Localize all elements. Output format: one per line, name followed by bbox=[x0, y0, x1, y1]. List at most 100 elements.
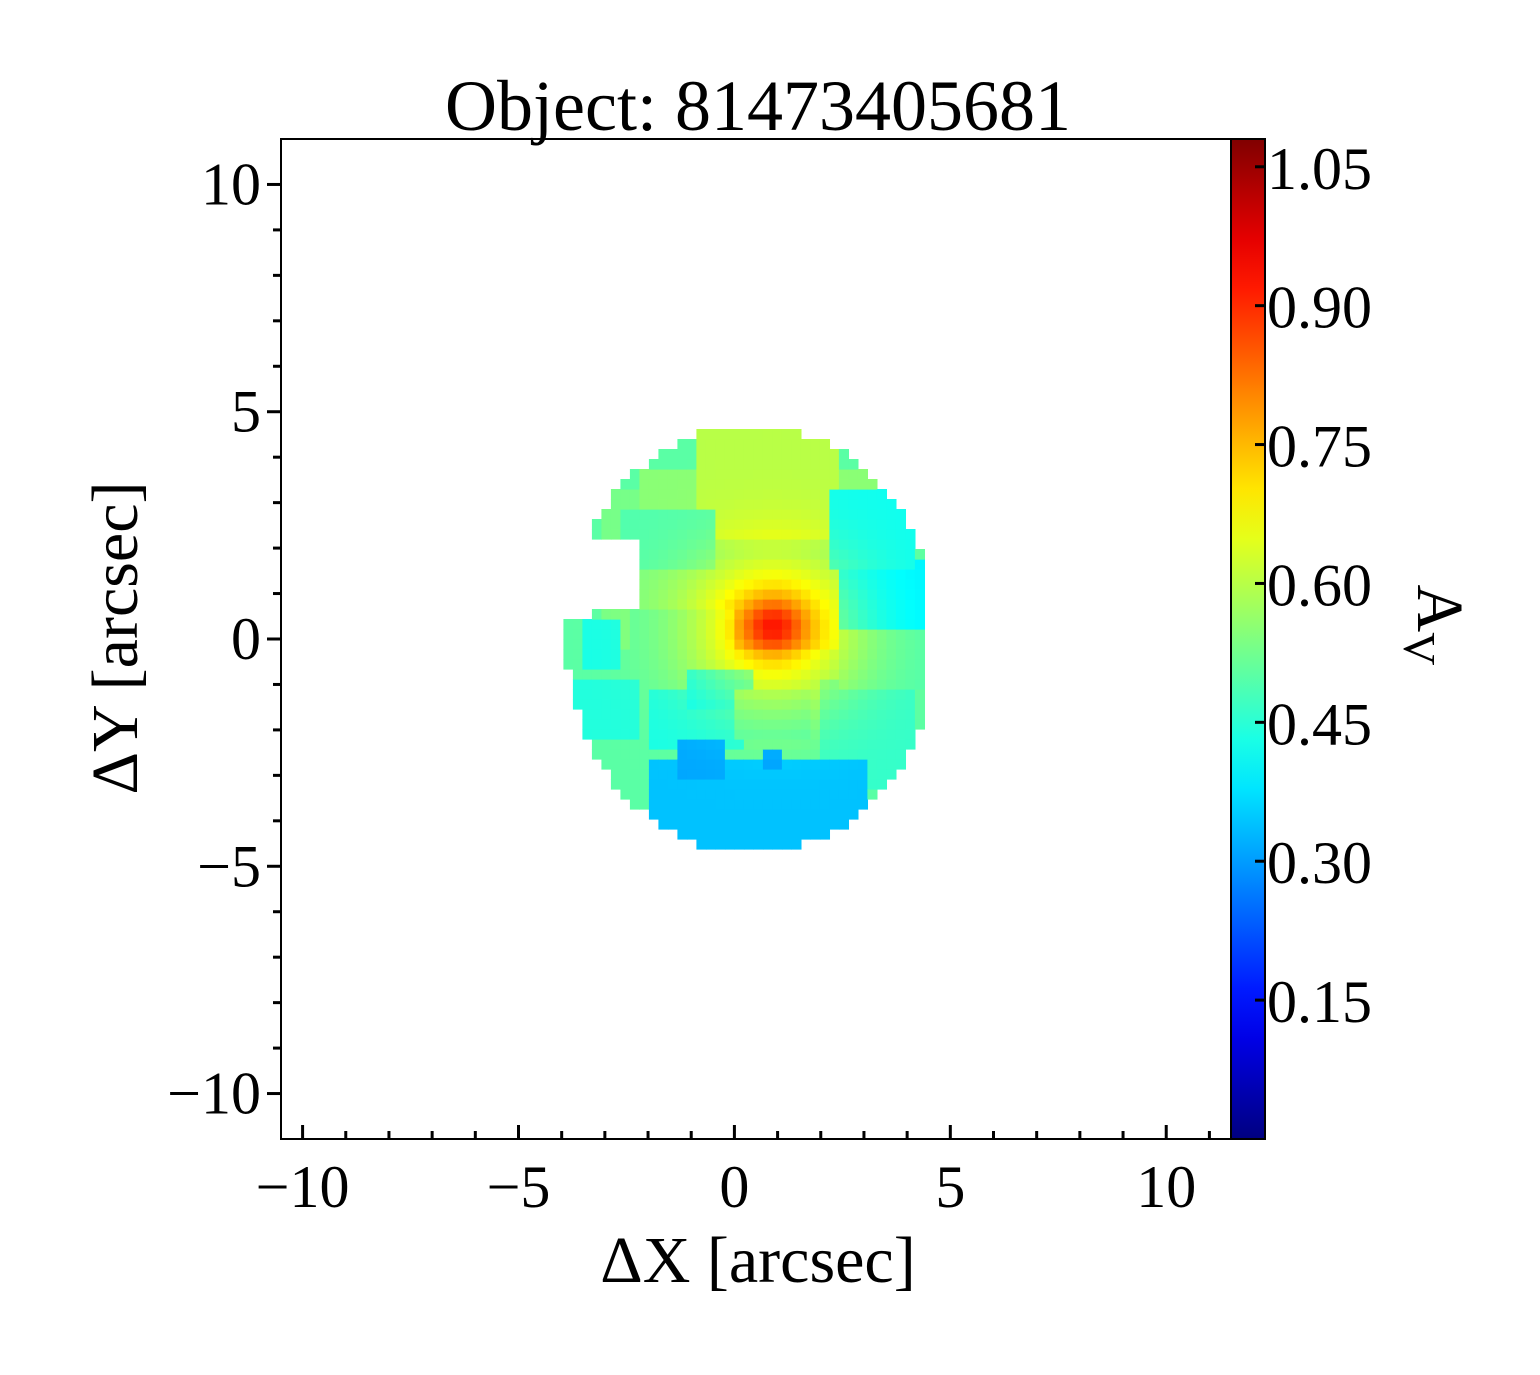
x-tick-label: −5 bbox=[487, 1154, 551, 1220]
map-pixel bbox=[667, 599, 679, 610]
map-pixel bbox=[753, 639, 764, 650]
map-pixel bbox=[753, 489, 764, 500]
map-pixel bbox=[591, 709, 603, 720]
map-pixel bbox=[905, 739, 916, 750]
map-pixel bbox=[772, 659, 783, 670]
map-pixel bbox=[591, 609, 603, 620]
map-pixel bbox=[686, 669, 698, 680]
map-pixel bbox=[724, 819, 736, 830]
map-pixel bbox=[905, 609, 916, 620]
map-pixel bbox=[867, 559, 878, 570]
map-pixel bbox=[791, 589, 802, 600]
map-pixel bbox=[867, 649, 878, 660]
map-pixel bbox=[677, 769, 688, 780]
map-pixel bbox=[639, 539, 650, 550]
map-pixel bbox=[829, 549, 840, 560]
map-pixel bbox=[819, 709, 831, 720]
map-pixel bbox=[724, 769, 736, 780]
map-pixel bbox=[629, 479, 641, 490]
map-pixel bbox=[857, 629, 869, 640]
map-pixel bbox=[810, 509, 821, 520]
map-pixel bbox=[829, 769, 840, 780]
map-pixel bbox=[762, 809, 774, 820]
map-pixel bbox=[667, 609, 679, 620]
map-pixel bbox=[591, 669, 603, 680]
map-pixel bbox=[705, 459, 717, 470]
map-pixel bbox=[648, 559, 660, 570]
map-pixel bbox=[629, 689, 641, 700]
map-pixel bbox=[658, 509, 669, 520]
map-pixel bbox=[610, 499, 622, 510]
chart-title: Object: 81473405681 bbox=[445, 66, 1071, 146]
map-pixel bbox=[620, 619, 631, 630]
map-pixel bbox=[800, 689, 812, 700]
map-pixel bbox=[857, 599, 869, 610]
map-pixel bbox=[762, 589, 774, 600]
map-pixel bbox=[724, 519, 736, 530]
map-pixel bbox=[886, 639, 897, 650]
map-pixel bbox=[791, 449, 802, 460]
map-pixel bbox=[895, 509, 907, 520]
map-pixel bbox=[753, 509, 764, 520]
map-pixel bbox=[705, 689, 717, 700]
map-pixel bbox=[696, 489, 707, 500]
map-pixel bbox=[800, 559, 812, 570]
map-pixel bbox=[734, 609, 745, 620]
map-pixel bbox=[658, 689, 669, 700]
map-pixel bbox=[829, 509, 840, 520]
map-pixel bbox=[705, 429, 717, 440]
map-pixel bbox=[591, 529, 603, 540]
map-pixel bbox=[667, 519, 679, 530]
map-pixel bbox=[743, 529, 755, 540]
map-pixel bbox=[772, 539, 783, 550]
map-pixel bbox=[753, 719, 764, 730]
map-pixel bbox=[753, 499, 764, 510]
map-pixel bbox=[610, 669, 622, 680]
map-pixel bbox=[857, 479, 869, 490]
axes: −10 −5 0 5 10 −10 −5 0 5 10 bbox=[167, 151, 1211, 1220]
map-pixel bbox=[762, 749, 774, 760]
map-pixel bbox=[791, 429, 802, 440]
map-pixel bbox=[857, 739, 869, 750]
map-pixel bbox=[857, 769, 869, 780]
map-pixel bbox=[886, 499, 897, 510]
map-pixel bbox=[838, 589, 850, 600]
map-pixel bbox=[734, 469, 745, 480]
map-pixel bbox=[876, 729, 888, 740]
map-pixel bbox=[677, 519, 688, 530]
map-pixel bbox=[857, 679, 869, 690]
map-pixel bbox=[762, 579, 774, 590]
map-pixel bbox=[791, 739, 802, 750]
map-pixel bbox=[753, 459, 764, 470]
map-pixel bbox=[724, 589, 736, 600]
map-pixel bbox=[648, 549, 660, 560]
map-pixel bbox=[800, 469, 812, 480]
map-pixel bbox=[582, 719, 593, 730]
map-pixel bbox=[667, 619, 679, 630]
map-pixel bbox=[886, 659, 897, 670]
map-pixel bbox=[914, 649, 926, 660]
map-pixel bbox=[667, 659, 679, 670]
map-pixel bbox=[772, 839, 783, 850]
map-pixel bbox=[658, 599, 669, 610]
map-pixel bbox=[781, 829, 793, 840]
map-pixel bbox=[582, 619, 593, 630]
map-pixel bbox=[791, 499, 802, 510]
map-pixel bbox=[715, 499, 726, 510]
map-pixel bbox=[762, 779, 774, 790]
map-pixel bbox=[791, 799, 802, 810]
map-pixel bbox=[848, 679, 859, 690]
map-pixel bbox=[705, 499, 717, 510]
map-pixel bbox=[572, 629, 584, 640]
map-pixel bbox=[819, 729, 831, 740]
map-pixel bbox=[848, 599, 859, 610]
map-pixel bbox=[610, 609, 622, 620]
map-pixel bbox=[724, 839, 736, 850]
map-pixel bbox=[886, 509, 897, 520]
map-pixel bbox=[772, 689, 783, 700]
map-pixel bbox=[829, 539, 840, 550]
colorbar-tick-label: 0.30 bbox=[1267, 830, 1372, 896]
map-pixel bbox=[848, 469, 859, 480]
map-pixel bbox=[648, 539, 660, 550]
map-pixel bbox=[867, 769, 878, 780]
